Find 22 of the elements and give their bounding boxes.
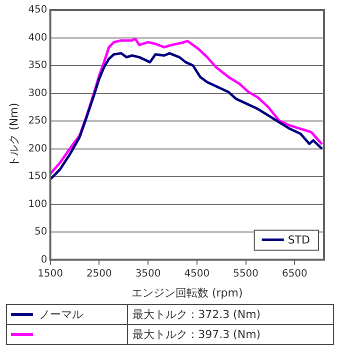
x-tick-label: 3500	[135, 268, 161, 280]
y-tick-label: 300	[28, 88, 48, 99]
text: 最大トルク : 372.3 (Nm)	[128, 304, 334, 324]
y-tick-label: 250	[28, 116, 48, 127]
y-tick-label: 400	[28, 32, 48, 44]
y-tick-label: 150	[28, 171, 48, 182]
text: 最大トルク : 397.3 (Nm)	[128, 324, 334, 344]
x-tick-label: 4500	[184, 268, 210, 280]
y-tick-label: 0	[40, 254, 48, 266]
y-tick-label: 50	[34, 226, 48, 238]
y-axis-title: トルク (Nm)	[7, 102, 20, 167]
y-tick-label: 350	[28, 60, 48, 72]
legend-label: STD	[288, 234, 310, 247]
y-tick-label: 200	[28, 143, 48, 154]
x-tick-label: 1500	[38, 268, 64, 280]
text: ノーマル	[6, 304, 128, 324]
x-tick-label: 6500	[282, 268, 308, 280]
y-tick-label: 100	[28, 198, 48, 210]
y-tick-label: 450	[28, 4, 48, 16]
x-tick-label: 2500	[86, 268, 112, 280]
x-tick-label: 5500	[233, 268, 259, 280]
x-axis-title: エンジン回転数 (rpm)	[131, 286, 243, 300]
